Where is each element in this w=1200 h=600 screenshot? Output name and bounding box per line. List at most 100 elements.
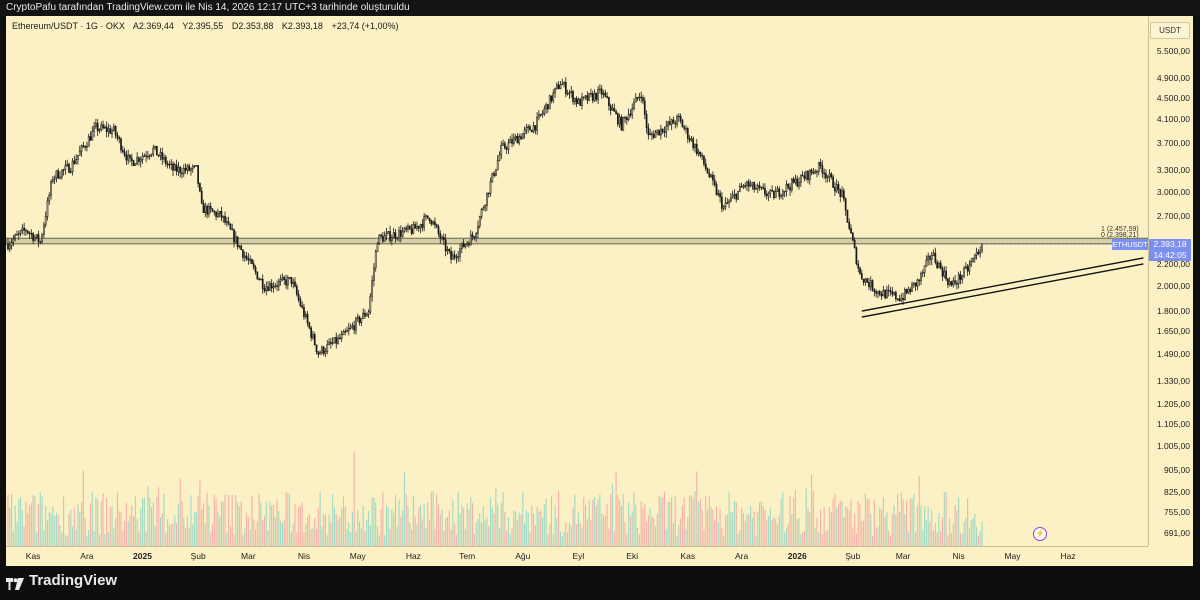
candle-body (875, 291, 878, 294)
volume-bar (576, 524, 578, 546)
volume-bar (773, 517, 775, 546)
volume-bar (728, 491, 730, 546)
volume-bar (226, 532, 228, 546)
candle-body (816, 171, 818, 173)
volume-bar (690, 495, 692, 546)
candle-body (905, 289, 908, 294)
candle-body (733, 193, 736, 196)
volume-bar (622, 494, 624, 546)
candle-body (141, 156, 144, 160)
candle-body (509, 139, 512, 144)
price-axis[interactable]: 5.500,00 4.900,00 4.500,00 4.100,00 3.700,00… (1148, 16, 1194, 546)
candle-body (77, 155, 79, 160)
candle-body (102, 124, 104, 129)
candle-body (618, 116, 621, 125)
candle-body (105, 126, 108, 132)
volume-bar (258, 493, 260, 546)
fib-level-0-label: 0 (2.398,21) (1101, 232, 1139, 239)
volume-bar (870, 513, 872, 546)
volume-bar (97, 499, 99, 546)
candle-body (622, 117, 625, 131)
volume-bar (902, 499, 904, 546)
candle-body (338, 337, 341, 339)
candle-body (568, 92, 571, 94)
volume-bar (678, 524, 680, 546)
y-tick-label: 755,00 (1164, 507, 1190, 518)
volume-bar (41, 496, 43, 546)
candle-body (627, 113, 630, 121)
candle-body (53, 177, 56, 180)
candle-body (414, 224, 417, 229)
candle-body (211, 208, 214, 212)
candle-body (864, 278, 867, 283)
candle-body (649, 133, 652, 136)
x-tick-label: Haz (405, 551, 421, 561)
candle-body (184, 167, 187, 171)
candle-body (579, 99, 582, 106)
volume-bar (165, 532, 167, 546)
candle-body (701, 155, 704, 157)
volume-bar (796, 519, 798, 546)
candle-body (970, 261, 973, 266)
volume-bar (814, 528, 816, 546)
volume-bar (766, 519, 768, 546)
volume-bar (346, 529, 348, 546)
candle-body (950, 281, 953, 286)
volume-bar (787, 524, 789, 546)
volume-bar (414, 516, 416, 546)
candle-body (599, 88, 601, 91)
candle-body (247, 258, 250, 261)
volume-bar (778, 515, 780, 546)
candle-body (943, 270, 946, 277)
x-tick-label: Eki (626, 551, 639, 561)
candle-body (14, 234, 17, 240)
volume-bar (626, 533, 628, 546)
candle-body (37, 234, 40, 243)
candle-body (209, 205, 212, 210)
volume-bar (818, 532, 820, 546)
candle-body (313, 334, 316, 346)
time-axis[interactable]: Kas Ara 2025 Şub Mar Nis May Haz Tem Ağu Eyl Eki Kas… (6, 546, 1148, 567)
volume-bar (472, 503, 474, 546)
candle-body (405, 227, 408, 230)
candle-body (751, 182, 754, 186)
volume-bar (396, 526, 398, 546)
volume-bar (662, 497, 664, 546)
volume-bar (242, 535, 244, 546)
candle-body (674, 122, 677, 125)
candle-body (156, 145, 158, 156)
volume-bar (963, 522, 965, 546)
candle-body (773, 190, 775, 198)
candle-body (34, 236, 36, 241)
chart-panel[interactable]: Ethereum/USDT · 1G · OKX A2.369,44 Y2.39… (6, 16, 1193, 566)
candle-body (581, 96, 583, 106)
volume-bar (827, 530, 829, 546)
volume-bar (373, 497, 375, 546)
candle-body (104, 126, 106, 129)
candle-body (764, 187, 766, 195)
candle-body (521, 133, 524, 140)
candle-body (778, 188, 781, 197)
volume-bar (556, 518, 558, 546)
lightning-icon[interactable]: ⚡ (1033, 527, 1047, 541)
volume-bar (323, 513, 325, 546)
volume-bar (367, 510, 370, 546)
volume-bar (547, 534, 549, 546)
candle-body (744, 185, 747, 187)
candle-body (46, 200, 49, 218)
volume-bar (751, 517, 753, 546)
volume-bar (350, 532, 352, 546)
volume-bar (642, 507, 644, 546)
currency-button[interactable]: USDT (1150, 22, 1190, 39)
volume-bar (344, 506, 346, 546)
candle-body (41, 234, 43, 242)
candle-body (921, 272, 924, 274)
volume-bar (419, 504, 422, 546)
price-chart[interactable] (6, 16, 1193, 566)
volume-bar (665, 529, 667, 546)
candle-body (279, 278, 282, 282)
candle-body (895, 292, 897, 300)
volume-bar (529, 532, 531, 546)
volume-bar (301, 501, 303, 546)
volume-bar (425, 528, 427, 546)
